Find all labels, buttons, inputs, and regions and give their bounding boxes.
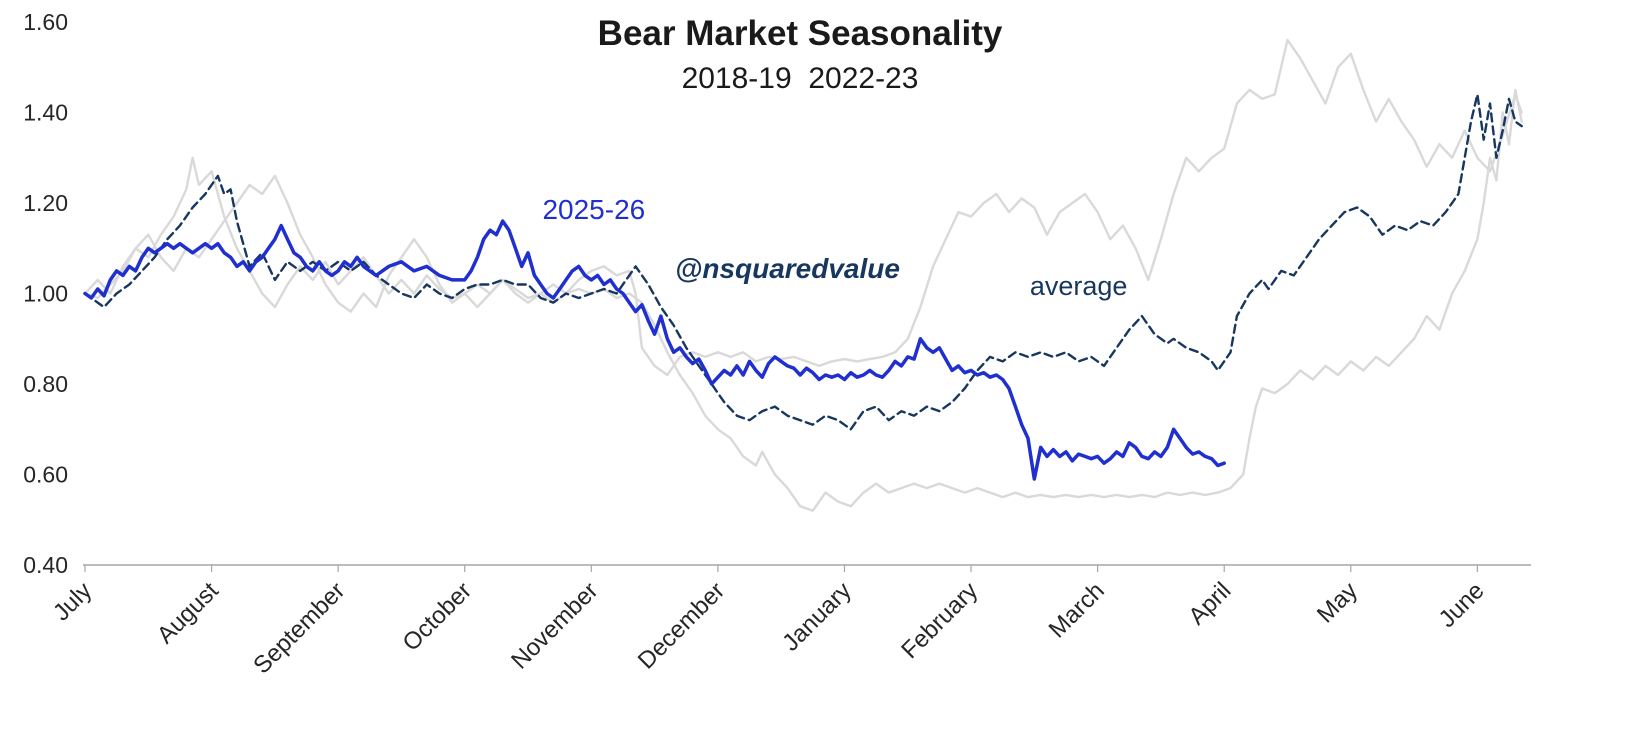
chart-title: Bear Market Seasonality xyxy=(597,14,1003,53)
series-line-average xyxy=(83,93,1523,431)
series-line-2018-19 xyxy=(83,88,1523,512)
y-axis-label-0.40: 0.40 xyxy=(23,552,68,578)
y-axis-label-1.20: 1.20 xyxy=(23,190,68,216)
month-label-october: October xyxy=(398,577,477,656)
month-label-april: April xyxy=(1183,577,1236,630)
series-line-2022-23 xyxy=(83,38,1523,377)
month-label-december: December xyxy=(633,577,730,674)
y-axis-label-1.60: 1.60 xyxy=(23,9,68,35)
series-label-2025-26: 2025-26 xyxy=(542,194,645,225)
month-label-june: June xyxy=(1434,577,1490,633)
y-axis-label-0.80: 0.80 xyxy=(23,371,68,397)
y-axis-label-0.60: 0.60 xyxy=(23,462,68,488)
month-label-february: February xyxy=(896,577,983,664)
watermark-nsquaredvalue: @nsquaredvalue xyxy=(675,253,900,284)
month-label-july: July xyxy=(48,577,97,626)
month-label-may: May xyxy=(1312,577,1363,628)
chart-subtitle: 2018-19 2022-23 xyxy=(681,62,919,95)
y-axis-label-1.00: 1.00 xyxy=(23,281,68,307)
month-label-march: March xyxy=(1044,577,1110,643)
series-line-2025-26 xyxy=(83,219,1226,481)
y-axis-label-1.40: 1.40 xyxy=(23,100,68,126)
month-label-november: November xyxy=(506,577,603,674)
month-label-january: January xyxy=(777,577,856,656)
month-label-august: August xyxy=(152,577,224,649)
month-label-september: September xyxy=(248,577,350,679)
series-label-average: average xyxy=(1030,271,1128,301)
